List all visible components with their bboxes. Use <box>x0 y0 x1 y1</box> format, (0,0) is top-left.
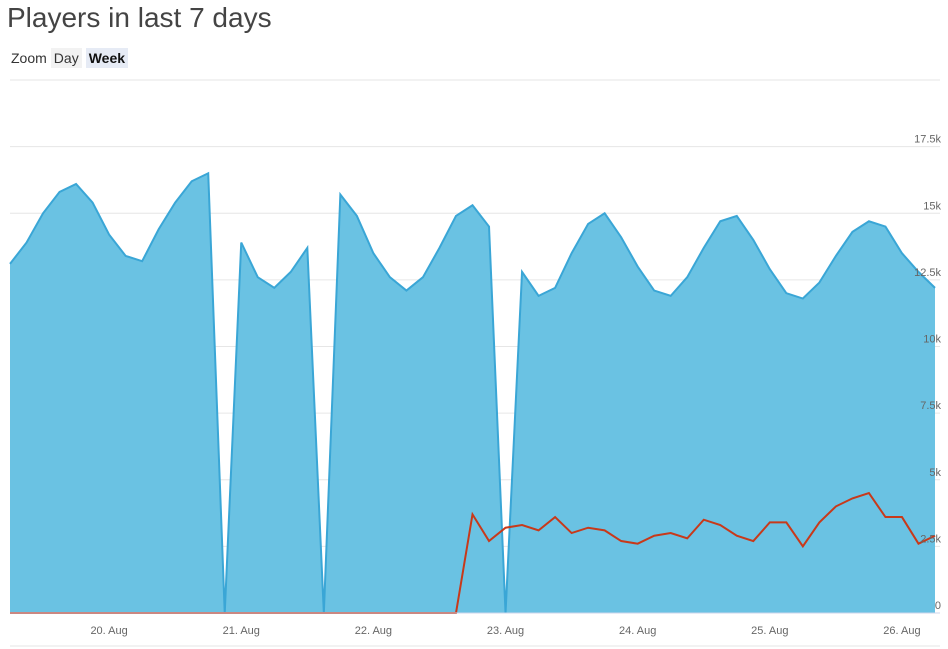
y-tick-label: 12.5k <box>914 267 941 279</box>
zoom-option[interactable]: Week <box>85 48 129 68</box>
chart-title: Players in last 7 days <box>7 2 272 33</box>
x-tick-label: 23. Aug <box>487 625 524 637</box>
y-tick-label: 2.5k <box>920 533 941 545</box>
area-line <box>9 171 936 614</box>
y-tick-label: 17.5k <box>914 134 941 146</box>
zoom-label: Zoom <box>11 50 47 66</box>
y-tick-label: 7.5k <box>920 400 941 412</box>
y-tick-label: 10k <box>923 334 941 346</box>
x-tick-label: 20. Aug <box>90 625 127 637</box>
zoom-bar: Zoom Day Week <box>11 48 129 68</box>
y-tick-label: 5k <box>929 467 941 479</box>
x-tick-label: 22. Aug <box>355 625 392 637</box>
x-tick-label: 26. Aug <box>883 625 920 637</box>
y-tick-label: 15k <box>923 200 941 212</box>
x-tick-label: 21. Aug <box>223 625 260 637</box>
x-tick-label: 24. Aug <box>619 625 656 637</box>
area <box>10 173 935 613</box>
zoom-option[interactable]: Day <box>50 48 82 68</box>
y-tick-label: 0 <box>935 600 941 612</box>
x-tick-label: 25. Aug <box>751 625 788 637</box>
